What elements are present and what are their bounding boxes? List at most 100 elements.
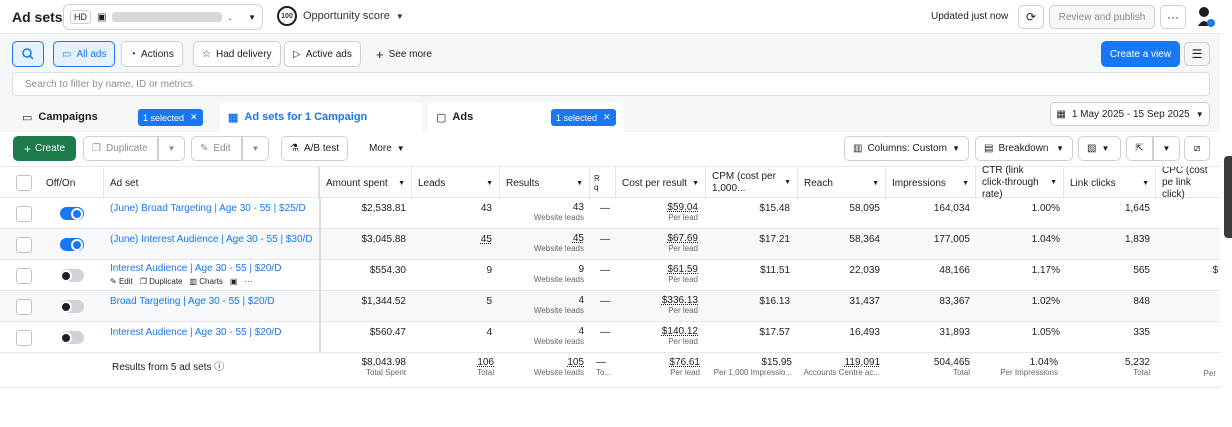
table-row[interactable]: Broad Targeting | Age 30 - 55 | $20/D $1… xyxy=(0,291,1220,322)
results-sub: Website leads xyxy=(533,244,584,253)
charts-toggle-button[interactable]: ⧄ xyxy=(1184,136,1210,161)
actions-button[interactable]: ◔ Actions xyxy=(121,41,183,67)
col-amount[interactable]: Amount spent ▼ xyxy=(320,167,412,199)
results-value[interactable]: 45 xyxy=(572,233,584,244)
date-range-label: 1 May 2025 - 15 Sep 2025 xyxy=(1071,108,1190,120)
col-results[interactable]: Results ▼ xyxy=(500,167,590,199)
results-value: 4 xyxy=(578,326,584,337)
delivery-toggle[interactable] xyxy=(60,300,84,313)
col-offon[interactable]: Off/On xyxy=(40,167,104,199)
cpr-value[interactable]: $336.13 xyxy=(661,295,698,306)
col-link-clicks[interactable]: Link clicks ▼ xyxy=(1064,167,1156,199)
create-view-button[interactable]: Create a view xyxy=(1101,41,1180,67)
create-button[interactable]: + Create xyxy=(13,136,76,161)
ads-selected-pill[interactable]: 1 selected ✕ xyxy=(551,109,616,126)
row-charts-action[interactable]: ▥ Charts xyxy=(189,277,223,286)
side-scroll-handle[interactable] xyxy=(1224,156,1232,238)
adset-name-link[interactable]: (June) Broad Targeting | Age 30 - 55 | $… xyxy=(110,203,306,214)
adset-name-link[interactable]: (June) Interest Audience | Age 30 - 55 |… xyxy=(110,234,313,245)
col-impressions-label: Impressions xyxy=(892,177,946,189)
col-reach[interactable]: Reach ▼ xyxy=(798,167,886,199)
all-ads-button[interactable]: ▭ All ads xyxy=(53,41,116,67)
leads-cell: 43 xyxy=(480,203,492,214)
row-checkbox[interactable] xyxy=(16,267,32,284)
review-publish-button[interactable]: Review and publish xyxy=(1049,5,1155,29)
search-input[interactable]: Search to filter by name, ID or metrics xyxy=(12,72,1210,96)
delivery-toggle[interactable] xyxy=(60,207,84,220)
col-rq[interactable]: R q xyxy=(590,167,616,199)
breakdown-button[interactable]: ▤ Breakdown ▼ xyxy=(975,136,1073,161)
see-more-button[interactable]: + See more xyxy=(368,41,440,67)
campaigns-selected-pill[interactable]: 1 selected ✕ xyxy=(138,109,203,126)
cpr-sub: Per lead xyxy=(668,306,698,315)
adset-name-link[interactable]: Interest Audience | Age 30 - 55 | $20/D xyxy=(110,327,282,338)
had-delivery-button[interactable]: ☆ Had delivery xyxy=(193,41,281,67)
close-icon[interactable]: ✕ xyxy=(190,112,198,122)
col-cpm-label: CPM (cost per 1,000... xyxy=(712,171,776,194)
delivery-toggle[interactable] xyxy=(60,269,84,282)
more-options-button[interactable]: ··· xyxy=(1160,5,1186,29)
ctr-cell: 1.00% xyxy=(1031,203,1060,214)
col-cpr[interactable]: Cost per result ▼ xyxy=(616,167,706,199)
col-ctr[interactable]: CTR (link click-through rate) ▼ xyxy=(976,165,1064,200)
adset-name-link[interactable]: Interest Audience | Age 30 - 55 | $20/D xyxy=(110,263,282,274)
account-selector[interactable]: HD ▣ . ▼ xyxy=(63,4,263,30)
totals-cpr-value[interactable]: $76.61 xyxy=(669,357,700,368)
table-row[interactable]: (June) Broad Targeting | Age 30 - 55 | $… xyxy=(0,198,1220,229)
col-cpm[interactable]: CPM (cost per 1,000... ▼ xyxy=(706,167,798,199)
duplicate-dropdown[interactable]: ▼ xyxy=(158,136,185,161)
table-row[interactable]: (June) Interest Audience | Age 30 - 55 |… xyxy=(0,229,1220,260)
row-checkbox[interactable] xyxy=(16,298,32,315)
totals-reach-value[interactable]: 119,091 xyxy=(844,357,880,368)
row-duplicate-action[interactable]: ❐ Duplicate xyxy=(139,277,183,286)
table-row[interactable]: Interest Audience | Age 30 - 55 | $20/D … xyxy=(0,260,1220,291)
cpm-cell: $17.57 xyxy=(759,327,790,338)
filter-settings-button[interactable]: ☰ xyxy=(1184,42,1210,66)
adset-name-link[interactable]: Broad Targeting | Age 30 - 55 | $20/D xyxy=(110,296,275,307)
tab-campaigns[interactable]: ▭ Campaigns xyxy=(14,102,214,132)
delivery-toggle[interactable] xyxy=(60,331,84,344)
pin-icon[interactable]: ▣ xyxy=(229,277,238,286)
export-dropdown[interactable]: ▼ xyxy=(1153,136,1180,161)
col-adset[interactable]: Ad set xyxy=(104,167,320,199)
user-account-button[interactable] xyxy=(1196,6,1216,28)
totals-results-value[interactable]: 105 xyxy=(567,357,584,368)
col-cpc[interactable]: CPC (cost pe link click) xyxy=(1156,167,1220,199)
totals-label-text: Results from 5 ad sets xyxy=(112,362,212,373)
reports-button[interactable]: ▧ ▼ xyxy=(1078,136,1121,161)
opportunity-score[interactable]: 100 Opportunity score ▼ xyxy=(277,6,404,26)
cpr-value[interactable]: $59.04 xyxy=(667,202,698,213)
row-checkbox[interactable] xyxy=(16,205,32,222)
results-sub: Website leads xyxy=(533,337,584,346)
table-row[interactable]: Interest Audience | Age 30 - 55 | $20/D … xyxy=(0,322,1220,353)
row-edit-action[interactable]: ✎ Edit xyxy=(110,277,133,286)
cpr-value[interactable]: $140.12 xyxy=(661,326,698,337)
delivery-toggle[interactable] xyxy=(60,238,84,251)
duplicate-button[interactable]: ❐ Duplicate xyxy=(83,136,158,161)
leads-cell[interactable]: 45 xyxy=(480,234,492,245)
ab-test-button[interactable]: ⚗ A/B test xyxy=(281,136,348,161)
search-toggle-button[interactable] xyxy=(12,41,44,67)
ctr-cell: 1.02% xyxy=(1031,296,1060,307)
col-leads[interactable]: Leads ▼ xyxy=(412,167,500,199)
more-button[interactable]: More ▼ xyxy=(361,136,413,161)
results-value: 43 xyxy=(572,202,584,213)
edit-button[interactable]: ✎ Edit xyxy=(191,136,242,161)
col-impressions[interactable]: Impressions ▼ xyxy=(886,167,976,199)
row-checkbox[interactable] xyxy=(16,329,32,346)
refresh-button[interactable]: ⟳ xyxy=(1018,5,1044,29)
active-ads-button[interactable]: ▷ Active ads xyxy=(284,41,361,67)
row-checkbox[interactable] xyxy=(16,236,32,253)
date-range-picker[interactable]: ▦ 1 May 2025 - 15 Sep 2025 ▼ xyxy=(1050,102,1210,126)
close-icon[interactable]: ✕ xyxy=(603,112,611,122)
edit-dropdown[interactable]: ▼ xyxy=(242,136,269,161)
tab-adsets[interactable]: ▦ Ad sets for 1 Campaign xyxy=(220,102,422,132)
row-more-action[interactable]: ··· xyxy=(244,277,253,286)
all-ads-label: All ads xyxy=(76,48,107,60)
totals-leads-value[interactable]: 106 xyxy=(477,357,494,368)
cpr-value[interactable]: $67.69 xyxy=(667,233,698,244)
columns-button[interactable]: ▥ Columns: Custom ▼ xyxy=(844,136,969,161)
cpr-value[interactable]: $61.59 xyxy=(667,264,698,275)
select-all-checkbox[interactable] xyxy=(16,175,32,191)
export-button[interactable]: ⇱ xyxy=(1126,136,1153,161)
